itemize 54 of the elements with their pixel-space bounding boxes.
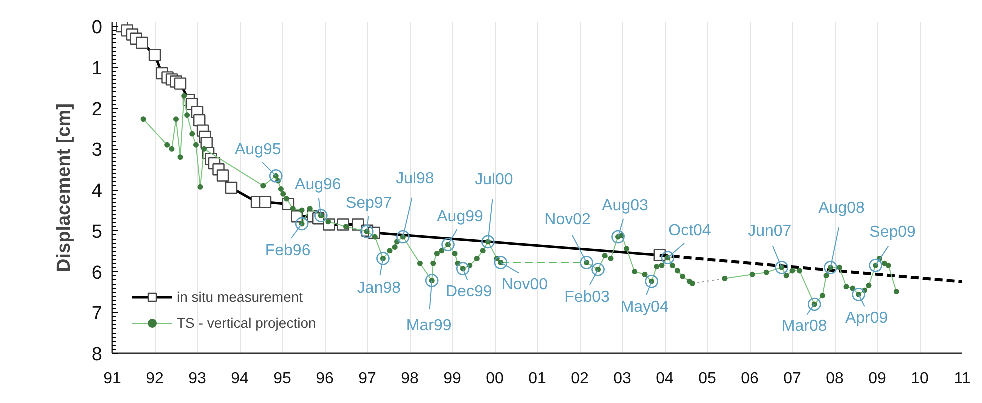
annotation: Dec99 — [446, 283, 492, 300]
x-tick-label: 11 — [954, 370, 971, 388]
x-tick-label: 92 — [146, 370, 164, 388]
annotation: Aug95 — [234, 142, 282, 159]
annotation: Nov02 — [544, 211, 592, 228]
x-tick-label: 09 — [868, 370, 886, 388]
x-tick-label: 99 — [444, 370, 462, 388]
y-axis-title: Displacement [cm] — [54, 104, 75, 272]
annotation: Aug08 — [818, 200, 865, 218]
annotation: Aug99 — [437, 208, 484, 226]
annotation: Jul98 — [396, 170, 434, 188]
annotation: Nov00 — [502, 276, 548, 294]
x-tick-label: 08 — [826, 370, 844, 388]
annotation: Oct04 — [668, 222, 712, 240]
annotation: Aug03 — [602, 198, 648, 215]
x-tick-label: 07 — [784, 370, 802, 388]
y-tick-label: 0 — [92, 18, 103, 39]
annotation: Mar08 — [782, 318, 828, 335]
y-tick-label: 3 — [92, 140, 103, 162]
x-tick-label: 01 — [528, 370, 546, 388]
x-tick-label: 94 — [231, 370, 249, 388]
x-tick-label: 96 — [316, 370, 334, 388]
x-tick-label: 03 — [614, 370, 632, 388]
y-tick-label: 4 — [92, 181, 103, 202]
annotation: Aug96 — [295, 176, 342, 194]
x-tick-label: 95 — [274, 370, 292, 388]
annotation: Sep97 — [346, 195, 392, 212]
y-tick-label: 5 — [92, 222, 103, 243]
legend-label: in situ measurement — [177, 289, 304, 305]
annotation: Jul00 — [475, 171, 514, 188]
y-tick-label: 2 — [92, 99, 103, 120]
x-tick-label: 00 — [486, 370, 504, 388]
annotation: Apr09 — [845, 310, 888, 328]
y-tick-label: 7 — [92, 304, 103, 325]
x-tick-label: 05 — [698, 370, 716, 388]
y-tick-label: 1 — [92, 58, 103, 80]
annotation: Feb96 — [265, 242, 311, 260]
x-tick-label: 97 — [358, 370, 376, 388]
x-tick-label: 04 — [656, 370, 674, 388]
annotation: Jun07 — [748, 223, 792, 240]
x-tick-label: 93 — [188, 370, 206, 388]
annotation: Mar99 — [406, 317, 452, 334]
x-tick-label: 02 — [571, 370, 589, 388]
x-tick-label: 91 — [104, 370, 122, 388]
annotation: May04 — [620, 299, 669, 316]
legend-label: TS - vertical projection — [177, 315, 316, 331]
y-tick-label: 8 — [92, 344, 103, 366]
annotation: Jan98 — [357, 280, 402, 298]
y-tick-label: 6 — [92, 262, 103, 284]
annotation: Sep09 — [870, 224, 916, 242]
x-tick-label: 10 — [911, 370, 929, 388]
x-tick-label: 98 — [401, 370, 419, 388]
annotation: Feb03 — [564, 289, 610, 306]
x-tick-label: 06 — [741, 370, 759, 388]
